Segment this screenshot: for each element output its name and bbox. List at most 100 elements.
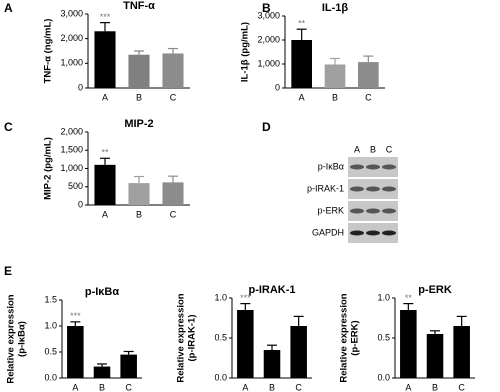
- x-tick-label: B: [136, 92, 142, 102]
- row-label: p-IRAK-1: [307, 183, 344, 193]
- bar: [94, 164, 116, 205]
- panel-label: E: [4, 264, 12, 278]
- y-axis-label: Relative expression: [176, 293, 187, 382]
- panel-label: A: [4, 1, 13, 15]
- y-tick-label: 0: [78, 82, 83, 92]
- x-tick-label: B: [432, 382, 438, 392]
- bar: [453, 326, 470, 378]
- significance: ***: [240, 293, 251, 303]
- bar: [290, 326, 307, 378]
- x-tick-label: A: [405, 382, 411, 392]
- x-tick-label: C: [170, 209, 177, 219]
- panel-label: B: [262, 1, 271, 15]
- y-axis-label: TNF-α (ng/mL): [43, 19, 54, 84]
- bar: [162, 182, 184, 205]
- chart-title: IL-1β: [322, 2, 349, 14]
- y-tick-label: 0.0: [377, 372, 390, 382]
- y-tick-label: 0.5: [44, 346, 57, 356]
- x-tick-label: C: [125, 382, 132, 392]
- significance: ***: [70, 311, 81, 321]
- bar: [162, 53, 184, 88]
- y-axis-label: Relative expression: [339, 293, 350, 382]
- row-label: p-IκBα: [318, 161, 344, 171]
- y-tick-label: 0.5: [377, 332, 390, 342]
- y-tick-label: 0.0: [44, 372, 57, 382]
- bar: [400, 310, 417, 378]
- blot-band: [366, 164, 380, 170]
- y-tick-label: 0.5: [214, 332, 227, 342]
- y-tick-label: 0: [78, 199, 83, 209]
- x-tick-label: C: [365, 92, 372, 102]
- y-tick-label: 3,000: [60, 8, 83, 18]
- row-label: p-ERK: [317, 205, 344, 215]
- blot-band: [382, 208, 396, 214]
- x-tick-label: A: [299, 92, 305, 102]
- y-tick-label: 1.0: [377, 292, 390, 302]
- blot-band: [366, 208, 380, 214]
- blot-band: [350, 230, 364, 236]
- blot-band: [382, 186, 396, 192]
- y-axis-label: IL-1β (pg/mL): [240, 22, 251, 82]
- y-tick-label: 1.0: [214, 292, 227, 302]
- x-tick-label: C: [458, 382, 465, 392]
- x-tick-label: A: [102, 209, 108, 219]
- significance: ***: [100, 12, 111, 22]
- x-tick-label: A: [102, 92, 108, 102]
- x-tick-label: C: [295, 382, 302, 392]
- blot-band: [350, 186, 364, 192]
- y-tick-label: 0.0: [214, 372, 227, 382]
- y-axis-label: (p-ERK): [350, 320, 361, 355]
- y-axis-label: (p-IRAK-1): [187, 315, 198, 362]
- blot-band: [350, 164, 364, 170]
- bar: [120, 354, 137, 378]
- chart-title: TNF-α: [123, 0, 155, 12]
- bar: [94, 31, 116, 88]
- blot-band: [366, 230, 380, 236]
- chart-title: p-IκBα: [85, 286, 120, 298]
- x-tick-label: C: [170, 92, 177, 102]
- y-tick-label: 0: [275, 82, 280, 92]
- y-tick-label: 2,000: [60, 33, 83, 43]
- bar: [324, 64, 346, 88]
- y-tick-label: 1.0: [44, 320, 57, 330]
- lane-label: C: [386, 144, 393, 154]
- lane-label: B: [370, 144, 376, 154]
- blot-band: [382, 164, 396, 170]
- x-tick-label: B: [269, 382, 275, 392]
- x-tick-label: B: [136, 209, 142, 219]
- significance: **: [101, 148, 109, 158]
- row-label: GAPDH: [312, 227, 344, 237]
- bar: [426, 334, 444, 378]
- y-tick-label: 2,000: [60, 126, 83, 136]
- bar: [291, 40, 312, 88]
- y-tick-label: 1,000: [60, 58, 83, 68]
- x-tick-label: A: [242, 382, 248, 392]
- y-axis-label: Relative expression: [6, 294, 17, 383]
- bar: [358, 62, 379, 88]
- y-tick-label: 1,500: [60, 145, 83, 155]
- significance: **: [405, 293, 413, 303]
- chart-title: p-IRAK-1: [248, 284, 295, 296]
- bar: [67, 326, 84, 378]
- significance: **: [298, 19, 306, 29]
- y-tick-label: 1,000: [60, 163, 83, 173]
- blot-band: [366, 186, 380, 192]
- chart-title: MIP-2: [124, 118, 153, 130]
- bar: [237, 310, 254, 378]
- x-tick-label: B: [332, 92, 338, 102]
- y-axis-label: MIP-2 (pg/mL): [43, 137, 54, 200]
- x-tick-label: A: [72, 382, 78, 392]
- bar: [128, 54, 150, 88]
- blot-band: [382, 230, 396, 236]
- panel-label: D: [262, 120, 271, 134]
- y-tick-label: 3,000: [257, 10, 280, 20]
- y-tick-label: 1.5: [44, 294, 57, 304]
- y-tick-label: 1,000: [257, 58, 280, 68]
- bar: [263, 350, 281, 378]
- x-tick-label: B: [99, 382, 105, 392]
- lane-label: A: [354, 144, 360, 154]
- bar: [128, 183, 150, 205]
- bar: [93, 366, 111, 378]
